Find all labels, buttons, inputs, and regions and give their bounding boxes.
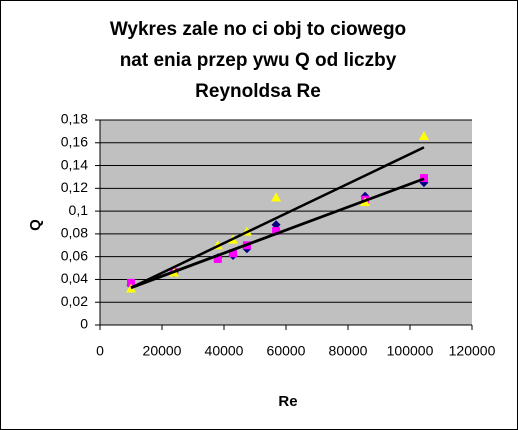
data-point [213,254,222,263]
y-tick-label: 0,1 [69,202,89,218]
chart-title: Reynoldsa Re [195,81,321,102]
data-point [126,283,136,293]
trendline [130,177,425,289]
chart-title: nat enia przep ywu Q od liczby [120,50,397,71]
y-tick-label: 0,18 [61,111,88,127]
x-tick-label: 60000 [267,343,306,359]
x-tick-label: 120000 [449,343,496,359]
data-point [272,227,281,236]
y-tick-label: 0,04 [61,270,88,286]
x-axis-label: Re [278,393,297,410]
x-tick-label: 100000 [387,343,434,359]
x-tick-label: 80000 [329,343,368,359]
y-tick-label: 0,06 [61,247,88,263]
y-tick-label: 0,12 [61,179,88,195]
y-tick-label: 0,14 [61,156,88,172]
x-tick-label: 40000 [205,343,244,359]
y-tick-label: 0 [80,316,88,332]
data-point [419,174,428,183]
data-point [228,249,237,258]
chart-title: Wykres zale no ci obj to ciowego [110,19,406,40]
trendline [130,146,425,289]
data-point [418,130,429,140]
data-point [271,192,282,202]
x-tick-label: 0 [96,343,104,359]
data-point [127,278,135,287]
data-point [271,220,281,230]
y-tick-label: 0,02 [61,293,88,309]
y-tick-label: 0,16 [61,133,88,149]
y-tick-label: 0,08 [61,225,88,241]
y-axis-label: Q [27,219,44,231]
x-tick-label: 20000 [143,343,182,359]
